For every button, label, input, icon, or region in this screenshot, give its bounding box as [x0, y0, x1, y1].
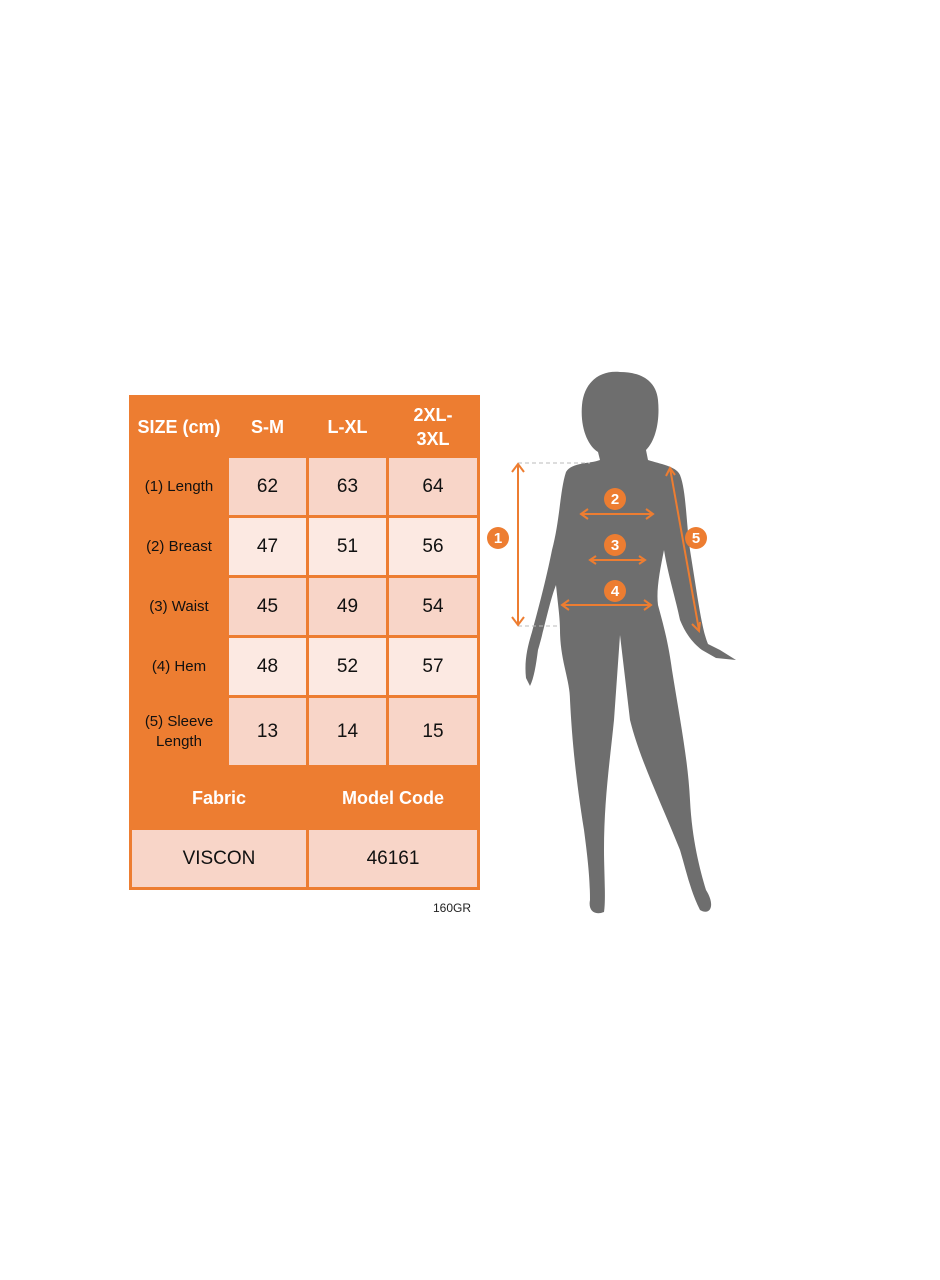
cell: 56	[386, 515, 480, 578]
cell: 13	[226, 695, 309, 768]
cell: 49	[306, 575, 389, 638]
header-l-xl: L-XL	[306, 395, 389, 458]
table-row: (2) Breast 47 51 56	[129, 515, 480, 578]
cell: 15	[386, 695, 480, 768]
svg-text:5: 5	[692, 530, 700, 547]
marker-4: 4	[604, 580, 626, 602]
fabric-value: VISCON	[129, 827, 309, 890]
table-row: (4) Hem 48 52 57	[129, 635, 480, 698]
table-row: (1) Length 62 63 64	[129, 455, 480, 518]
row-label: (3) Waist	[129, 575, 229, 638]
cell: 48	[226, 635, 309, 698]
svg-text:1: 1	[494, 530, 502, 547]
marker-1: 1	[487, 527, 509, 549]
cell: 64	[386, 455, 480, 518]
footer-header-row: Fabric Model Code	[129, 765, 480, 830]
silhouette	[525, 371, 736, 914]
table-row: (5) Sleeve Length 13 14 15	[129, 695, 480, 768]
row-label: (4) Hem	[129, 635, 229, 698]
marker-3: 3	[604, 534, 626, 556]
model-code-value: 46161	[306, 827, 480, 890]
header-size: SIZE (cm)	[129, 395, 229, 458]
cell: 47	[226, 515, 309, 578]
svg-text:2: 2	[611, 491, 619, 508]
size-chart-table: SIZE (cm) S-M L-XL 2XL-3XL (1) Length 62…	[129, 395, 480, 890]
fabric-weight-note: 160GR	[433, 901, 472, 915]
footer-value-row: VISCON 46161	[129, 827, 480, 890]
marker-5: 5	[685, 527, 707, 549]
table-row: (3) Waist 45 49 54	[129, 575, 480, 638]
cell: 45	[226, 575, 309, 638]
cell: 54	[386, 575, 480, 638]
cell: 51	[306, 515, 389, 578]
cell: 62	[226, 455, 309, 518]
header-2xl-3xl: 2XL-3XL	[386, 395, 480, 458]
row-label: (1) Length	[129, 455, 229, 518]
svg-text:3: 3	[611, 537, 619, 554]
row-label: (2) Breast	[129, 515, 229, 578]
header-s-m: S-M	[226, 395, 309, 458]
cell: 14	[306, 695, 389, 768]
cell: 57	[386, 635, 480, 698]
svg-text:4: 4	[611, 583, 620, 600]
header-model-code: Model Code	[306, 765, 480, 830]
body-measurement-figure: 1 2 3 4 5	[487, 371, 736, 914]
marker-2: 2	[604, 488, 626, 510]
cell: 63	[306, 455, 389, 518]
cell: 52	[306, 635, 389, 698]
row-label: (5) Sleeve Length	[129, 695, 229, 768]
header-fabric: Fabric	[129, 765, 309, 830]
table-header-row: SIZE (cm) S-M L-XL 2XL-3XL	[129, 395, 480, 458]
